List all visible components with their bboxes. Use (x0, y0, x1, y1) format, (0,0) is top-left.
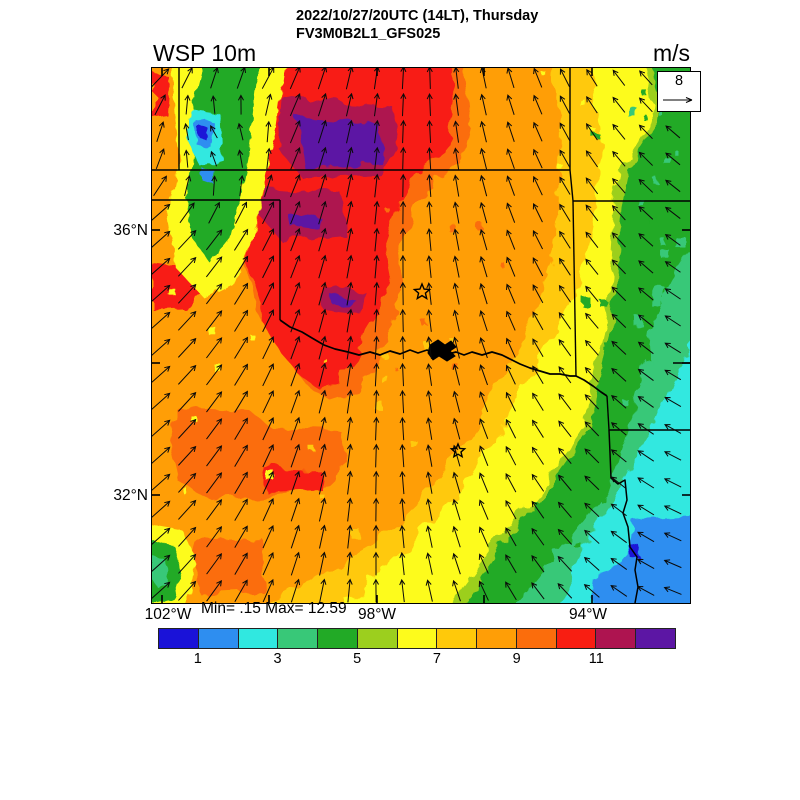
colorbar-tick-label: 1 (193, 651, 202, 667)
variable-label: WSP 10m (153, 40, 257, 66)
state-borders (152, 68, 690, 603)
axis-ticks (152, 68, 690, 603)
wind-vector-arrows (152, 68, 682, 603)
colorbar-tick-label: 7 (432, 651, 441, 667)
colorbar-cell (397, 629, 438, 648)
colorbar-cell (516, 629, 557, 648)
colorbar-tick-label: 3 (273, 651, 282, 667)
reference-arrow-icon (663, 97, 693, 103)
colorbar-cell (357, 629, 398, 648)
colorbar-cell (159, 629, 199, 648)
colorbar-cell (437, 629, 478, 648)
colorbar-cell (318, 629, 358, 648)
wind-speed-contour-map (152, 68, 690, 603)
colorbar-tick-label: 5 (353, 651, 362, 667)
map-plot-area (151, 67, 691, 604)
contour-bands-east (272, 68, 690, 603)
colorbar-cell (198, 629, 239, 648)
units-label: m/s (652, 40, 690, 66)
colorbar-cell (556, 629, 597, 648)
lon-label-94w: 94°W (568, 606, 608, 623)
colorbar-cell (238, 629, 279, 648)
lat-label-32n: 32°N (113, 487, 148, 504)
lat-label-36n: 36°N (113, 222, 148, 239)
title-model-run: FV3M0B2L1_GFS025 (296, 26, 441, 42)
colorbar-cell (477, 629, 517, 648)
lon-label-102w: 102°W (144, 606, 192, 623)
colorbar-cell (636, 629, 675, 648)
minmax-annotation: Min= .15 Max= 12.59 (201, 600, 347, 617)
title-datetime: 2022/10/27/20UTC (14LT), Thursday (296, 8, 539, 24)
colorbar-cell (278, 629, 319, 648)
lon-label-98w: 98°W (357, 606, 397, 623)
colorbar-cell (596, 629, 637, 648)
colorbar (158, 628, 676, 649)
colorbar-tick-label: 11 (588, 651, 604, 667)
city-star-markers (412, 282, 467, 459)
colorbar-tick-label: 9 (512, 651, 521, 667)
reference-vector-box: 8 (657, 71, 701, 112)
contour-local-features (152, 68, 286, 603)
reference-vector-value: 8 (674, 73, 684, 89)
